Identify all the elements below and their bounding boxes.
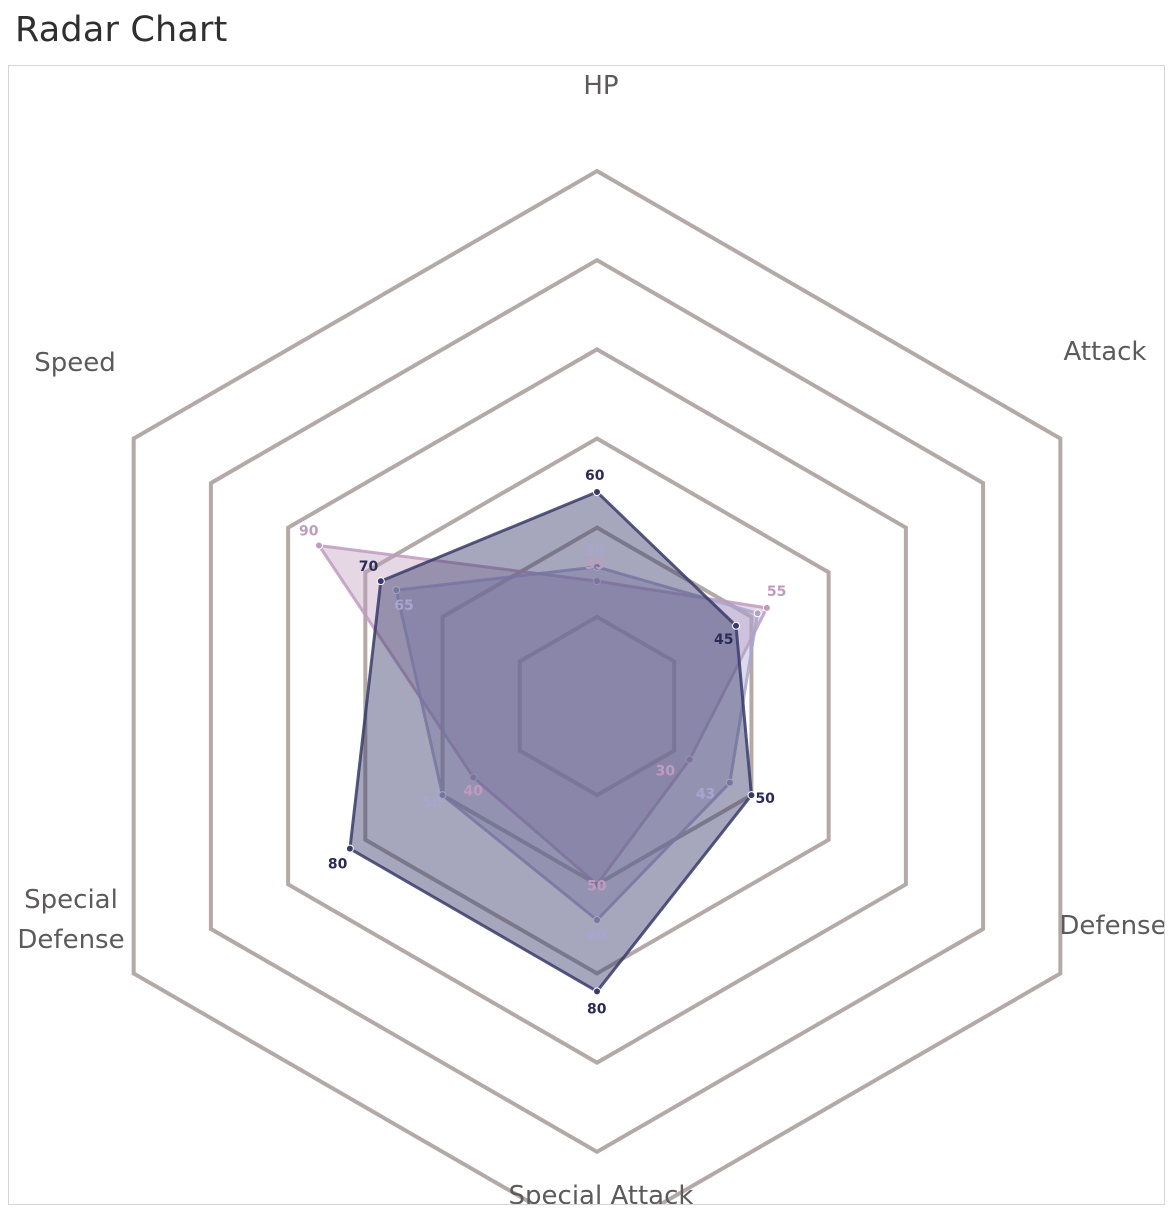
grid-ring-25 <box>517 614 677 798</box>
series-1-point-6 <box>315 541 324 550</box>
axis-labels: HP Attack Defense Special Attack Special Defe… <box>17 71 1165 1205</box>
series-2-point-5 <box>438 791 447 800</box>
axis-label-hp: HP <box>583 71 618 101</box>
data-label-s2-defense: 43 <box>696 787 715 803</box>
series-1 <box>315 541 771 889</box>
series-1-point-2 <box>762 603 771 612</box>
data-label-s2-special-attack: 60 <box>587 928 607 944</box>
axis-label-special-defense: Special Defense <box>17 885 124 955</box>
series-2-point-4 <box>593 916 601 924</box>
grid-ring-75 <box>363 436 831 976</box>
grid-ring-100 <box>286 347 908 1065</box>
grid-ring-150 <box>131 168 1063 1204</box>
series-3-point-4 <box>593 987 601 996</box>
data-label-s1-special-attack: 50 <box>587 878 607 894</box>
page-title: Radar Chart <box>15 10 228 50</box>
series-2 <box>392 562 762 924</box>
radar-chart-frame: 35 55 30 50 40 90 39 43 60 50 65 60 45 50 80 80 70 HP Atta… <box>8 65 1165 1205</box>
series-1-point-5 <box>469 773 478 782</box>
data-label-s2-speed: 65 <box>394 598 413 614</box>
axis-label-attack: Attack <box>1063 337 1146 367</box>
data-label-s3-special-defense: 80 <box>328 857 348 873</box>
series-1-point-1 <box>593 577 601 586</box>
data-label-s2-special-defense: 50 <box>423 795 443 811</box>
data-label-s3-defense: 50 <box>755 791 775 807</box>
series-3-point-1 <box>593 488 601 496</box>
data-label-s3-special-attack: 80 <box>587 1001 607 1017</box>
data-label-s1-hp: 35 <box>585 557 604 573</box>
series-1-point-3 <box>685 755 694 764</box>
radar-grid <box>131 168 1063 1204</box>
series-2-point-6 <box>392 586 401 595</box>
data-label-s1-special-defense: 40 <box>463 783 483 799</box>
series-2-point-3 <box>725 778 734 787</box>
series-1-point-4 <box>593 880 601 889</box>
axis-label-special-attack: Special Attack <box>509 1181 694 1205</box>
grid-ring-125 <box>208 257 986 1155</box>
data-label-s3-speed: 70 <box>359 559 379 575</box>
series-3-point-5 <box>345 844 354 853</box>
axis-label-speed: Speed <box>34 348 116 378</box>
radar-chart: 35 55 30 50 40 90 39 43 60 50 65 60 45 50 80 80 70 HP Atta… <box>17 71 1165 1205</box>
series-3-point-3 <box>747 791 756 800</box>
series-3 <box>345 488 756 996</box>
series-3-point-6 <box>376 577 385 586</box>
data-label-s1-defense: 30 <box>656 764 676 780</box>
series-2-point-2 <box>753 609 762 618</box>
data-label-s3-hp: 60 <box>585 468 605 484</box>
data-label-s2-hp: 39 <box>585 543 604 559</box>
series-3-point-2 <box>731 621 740 630</box>
data-label-s1-attack: 55 <box>767 584 786 600</box>
axis-label-defense: Defense <box>1059 911 1165 941</box>
data-label-s3-attack: 45 <box>714 632 733 648</box>
series-2-point-1 <box>593 562 601 571</box>
data-labels: 35 55 30 50 40 90 39 43 60 50 65 60 45 50 80 80 70 <box>299 468 786 1017</box>
data-label-s1-speed: 90 <box>299 524 319 540</box>
